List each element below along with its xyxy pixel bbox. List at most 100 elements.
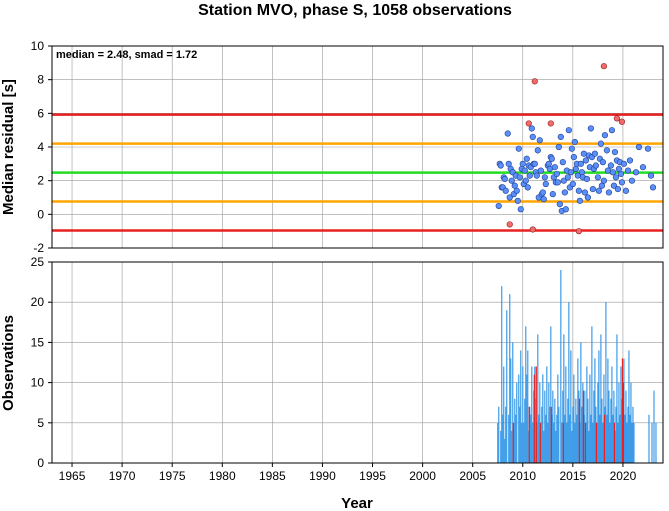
residual-point	[569, 180, 576, 188]
y-tick-label: 0	[37, 207, 44, 221]
y-tick-label: 25	[31, 255, 45, 269]
residual-point	[519, 160, 526, 167]
residual-point	[644, 145, 652, 152]
residual-point	[506, 194, 513, 201]
top-panel-points	[495, 63, 657, 235]
residual-point	[639, 164, 647, 171]
residual-point	[617, 170, 625, 178]
residual-point	[553, 170, 560, 178]
residual-point	[628, 177, 636, 184]
residual-point	[607, 162, 615, 169]
residual-point	[605, 189, 613, 196]
x-tick-label: 2020	[610, 469, 637, 483]
y-tick-label: 20	[31, 295, 45, 309]
residual-point	[551, 164, 558, 171]
residual-point	[592, 162, 599, 169]
residual-point	[497, 162, 504, 169]
residual-point	[502, 187, 509, 194]
residual-point	[528, 125, 535, 132]
residual-point	[531, 160, 538, 167]
residual-point	[560, 177, 567, 184]
residual-point	[548, 155, 555, 162]
residual-point	[529, 133, 536, 140]
residual-point	[534, 147, 541, 154]
bottom-panel-frame	[51, 261, 664, 464]
residual-point	[522, 177, 529, 184]
residual-point	[495, 202, 502, 210]
residual-point	[540, 196, 547, 203]
residual-point	[614, 185, 622, 193]
residual-point	[620, 160, 628, 167]
residual-point	[626, 157, 634, 164]
residual-point	[536, 137, 543, 144]
residual-point	[521, 167, 528, 174]
residual-point	[554, 179, 561, 186]
outlier-point	[613, 115, 621, 122]
residual-point	[577, 160, 584, 167]
x-tick-label: 1990	[309, 469, 336, 483]
residual-point	[561, 189, 568, 196]
top-y-axis-label: Median residual [s]	[0, 79, 17, 215]
residual-point	[609, 169, 617, 176]
residual-point	[568, 145, 575, 152]
outlier-point	[506, 221, 513, 228]
bottom-panel-y-ticks: 0 5 10 15 20 25	[31, 255, 52, 470]
residual-point	[508, 177, 515, 184]
residual-point	[624, 167, 632, 174]
residual-point	[513, 187, 520, 194]
x-tick-label: 1985	[259, 469, 286, 483]
residual-point	[591, 150, 598, 157]
y-tick-label: -2	[33, 241, 44, 255]
residual-point	[501, 175, 508, 183]
residual-point	[533, 172, 540, 179]
residual-point	[564, 174, 571, 181]
y-tick-label: 8	[37, 73, 44, 87]
residual-point	[611, 148, 619, 156]
residual-point	[504, 130, 511, 137]
y-tick-label: 5	[37, 416, 44, 430]
residual-point	[635, 143, 643, 151]
chart-title: Station MVO, phase S, 1058 observations	[198, 2, 512, 19]
residual-point	[608, 127, 616, 134]
bottom-panel-x-ticks: 1965 1970 1975 1980 1985 1990 1995 2000 2005 2010…	[59, 463, 637, 483]
residual-point	[601, 132, 609, 139]
stats-annotation: median = 2.48, smad = 1.72	[56, 49, 197, 61]
outlier-point	[525, 120, 532, 127]
outlier-point	[575, 228, 582, 235]
residual-point	[555, 143, 562, 151]
residual-point	[622, 187, 630, 194]
x-axis-label: Year	[341, 495, 373, 511]
y-tick-label: 0	[37, 456, 44, 470]
residual-point	[632, 169, 640, 176]
y-tick-label: 10	[31, 39, 45, 53]
residual-point	[603, 147, 611, 154]
residual-point	[578, 169, 585, 176]
residual-point	[537, 167, 544, 174]
y-tick-label: 15	[31, 335, 45, 349]
outlier-point	[529, 226, 536, 233]
residual-point	[523, 155, 530, 162]
residual-point	[610, 182, 618, 189]
residual-point	[594, 174, 601, 181]
residual-point	[549, 191, 556, 198]
residual-point	[542, 180, 549, 188]
outlier-point	[547, 120, 554, 127]
residual-point	[589, 185, 596, 193]
x-tick-label: 2015	[560, 469, 587, 483]
residual-point	[599, 159, 607, 166]
residual-point	[612, 174, 620, 181]
y-tick-label: 4	[37, 140, 44, 154]
residual-point	[541, 174, 548, 181]
residual-point	[570, 154, 577, 161]
x-tick-label: 1980	[209, 469, 236, 483]
bottom-panel-bars	[497, 270, 657, 463]
y-tick-label: 2	[37, 174, 44, 188]
residual-point	[526, 172, 533, 179]
residual-point	[557, 133, 564, 140]
x-tick-label: 1995	[359, 469, 386, 483]
y-tick-label: 10	[31, 376, 45, 390]
residual-point	[584, 194, 591, 201]
outlier-point	[600, 63, 608, 70]
residual-point	[516, 174, 523, 181]
x-tick-label: 2005	[459, 469, 486, 483]
